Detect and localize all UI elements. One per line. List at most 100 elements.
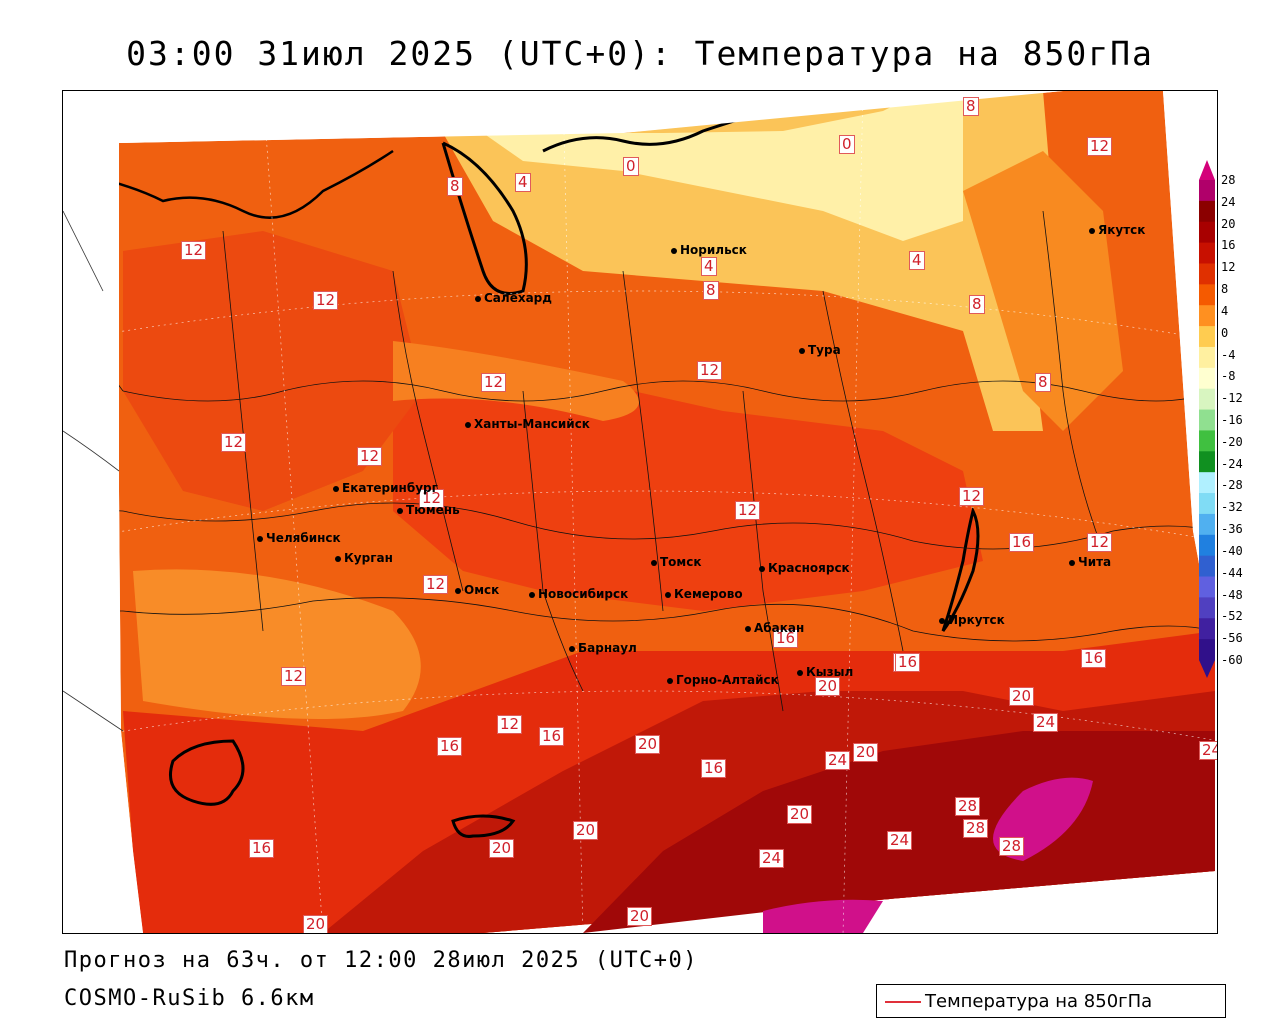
contour-label: 4 [909, 251, 925, 270]
graticule [63, 91, 1217, 933]
contour-label: 12 [1087, 137, 1113, 156]
contour-label: 8 [703, 281, 719, 300]
colorbar-segment [1199, 409, 1215, 431]
temperature-map: 0 0 4 4 4 8 8 8 8 8 12 12 12 12 12 12 12… [62, 90, 1218, 934]
caspian-sea [169, 739, 245, 806]
contour-label: 24 [825, 751, 851, 770]
outside-boundaries [63, 210, 124, 732]
colorbar-tick-label: 12 [1221, 260, 1236, 275]
city-marker: Екатеринбург [333, 481, 438, 495]
contour-label: 24 [1033, 713, 1059, 732]
contour-label: 20 [627, 907, 653, 926]
city-marker: Челябинск [257, 531, 341, 545]
contour-label: 20 [635, 735, 661, 754]
contour-label: 20 [815, 677, 841, 696]
colorbar-tick-label: -36 [1221, 522, 1243, 537]
contour-label: 16 [539, 727, 565, 746]
city-marker: Норильск [671, 243, 747, 257]
contour-label: 12 [481, 373, 507, 392]
contour-label: 16 [1009, 533, 1035, 552]
colorbar-segment [1199, 346, 1215, 369]
contour-label: 8 [447, 177, 463, 196]
city-marker: Салехард [475, 291, 552, 305]
contour-label: 12 [735, 501, 761, 520]
city-marker: Иркутск [939, 613, 1005, 627]
colorbar-segment [1199, 305, 1215, 327]
city-marker: Тура [799, 343, 841, 357]
city-marker: Красноярск [759, 561, 850, 575]
colorbar-tick-label: -20 [1221, 434, 1243, 449]
colorbar-tick-label: -56 [1221, 631, 1243, 646]
city-marker: Томск [651, 555, 702, 569]
contour-label: 16 [773, 629, 799, 648]
city-marker: Чита [1069, 555, 1111, 569]
colorbar-tick-label: -48 [1221, 587, 1243, 602]
colorbar-segment [1199, 534, 1215, 557]
contour-label: 12 [497, 715, 523, 734]
colorbar-segment [1199, 326, 1215, 348]
contour-label: 4 [515, 173, 531, 192]
colorbar-segment [1199, 472, 1215, 494]
colorbar-segment [1199, 618, 1215, 640]
zone-12-west [123, 231, 423, 511]
colorbar-tick-label: 28 [1221, 173, 1236, 187]
contour-label: 8 [963, 97, 979, 116]
colorbar-tick-label: 8 [1221, 282, 1229, 297]
colorbar-tick-label: -28 [1221, 478, 1243, 493]
legend-line-swatch [885, 1001, 921, 1003]
contour-label: 8 [1035, 373, 1051, 392]
city-marker: Ханты-Мансийск [465, 417, 590, 431]
contour-label: 12 [697, 361, 723, 380]
contour-label: 12 [423, 575, 449, 594]
map-title: 03:00 31июл 2025 (UTC+0): Температура на… [126, 34, 1154, 73]
contour-label: 16 [701, 759, 727, 778]
contour-label: 12 [1087, 533, 1113, 552]
colorbar-tick-label: -16 [1221, 413, 1243, 427]
city-marker: Якутск [1089, 223, 1145, 237]
city-marker: Курган [335, 551, 393, 565]
colorbar-tick-label: 24 [1221, 194, 1236, 209]
contour-label: 12 [959, 487, 985, 506]
contour-label: 16 [437, 737, 463, 756]
colorbar-tick-label: -52 [1221, 609, 1243, 624]
colorbar-segment [1199, 576, 1215, 598]
city-marker: Тюмень [397, 503, 460, 517]
colorbar-segment [1199, 242, 1215, 264]
contour-label: 16 [895, 653, 921, 672]
city-marker: Новосибирск [529, 587, 628, 601]
contour-label: 12 [281, 667, 307, 686]
contour-label: 12 [313, 291, 339, 310]
colorbar-tick-label: 4 [1221, 303, 1229, 318]
contour-label: 20 [303, 915, 329, 933]
colorbar-tick-label: -40 [1221, 543, 1243, 558]
colorbar-tick-label: -12 [1221, 391, 1243, 406]
lake-balkhash [451, 814, 516, 838]
forecast-info: Прогноз на 63ч. от 12:00 28июл 2025 (UTC… [64, 948, 699, 973]
contour-label: 24 [1199, 741, 1217, 760]
colorbar-tick-label: -32 [1221, 500, 1243, 515]
contour-label: 28 [955, 797, 981, 816]
city-marker: Горно-Алтайск [667, 673, 779, 687]
contour-label: 16 [1081, 649, 1107, 668]
contour-label: 16 [249, 839, 275, 858]
colorbar-tick-label: 0 [1221, 325, 1229, 340]
contour-label: 12 [221, 433, 247, 452]
colorbar-segment [1199, 451, 1215, 473]
colorbar-segment [1199, 200, 1215, 223]
zone-8-mid [393, 341, 639, 421]
colorbar-tick-label: 16 [1221, 238, 1236, 253]
colorbar-segment [1199, 493, 1215, 515]
colorbar-tick-label: -60 [1221, 653, 1243, 667]
colorbar-segment [1199, 639, 1215, 661]
colorbar-segment [1199, 263, 1215, 285]
zone-8-ne [963, 151, 1123, 431]
colorbar-segment [1199, 513, 1215, 536]
contour-label: 0 [839, 135, 855, 154]
zone-8-sw [133, 569, 421, 719]
contour-label: 20 [573, 821, 599, 840]
colorbar-segment [1199, 597, 1215, 619]
colorbar-bottom-arrow [1199, 660, 1215, 678]
colorbar-tick-label: -44 [1221, 565, 1243, 580]
city-marker: Кызыл [797, 665, 853, 679]
coastline-yamal [441, 141, 528, 295]
